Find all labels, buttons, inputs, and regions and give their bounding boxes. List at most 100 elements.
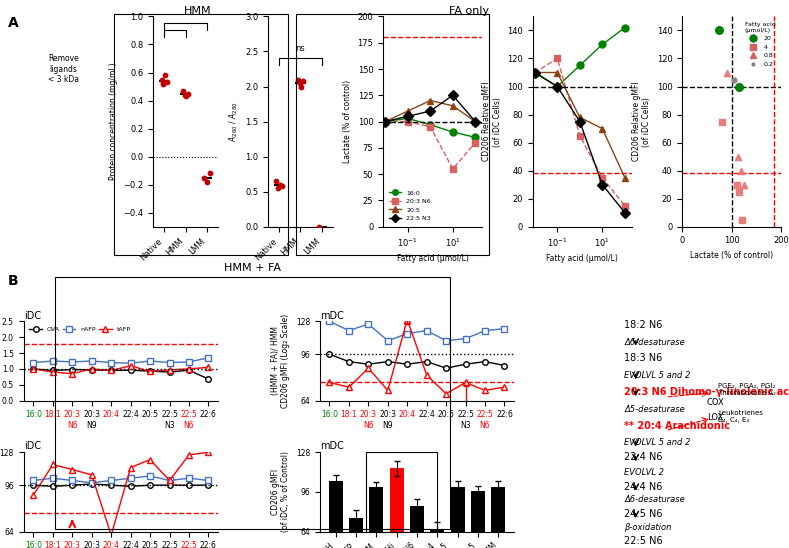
- Text: HMM: HMM: [183, 5, 211, 16]
- Text: Δ6-desaturase: Δ6-desaturase: [624, 338, 685, 346]
- Point: [159, 71, 171, 79]
- 20: [713, 26, 726, 35]
- Legend: 20, 4, 0.8, 0.2: 20, 4, 0.8, 0.2: [742, 20, 778, 70]
- Text: 18:3 N6: 18:3 N6: [624, 353, 662, 363]
- 22:5 N3: [380, 118, 390, 125]
- Bar: [349, 518, 363, 548]
- 0.8: [731, 152, 744, 161]
- Y-axis label: CD206 Relative gMFI
(of iDC Cells): CD206 Relative gMFI (of iDC Cells): [632, 82, 651, 161]
- Text: 20:3 N6 Dihomo-γ-linolenic acid: 20:3 N6 Dihomo-γ-linolenic acid: [624, 387, 789, 397]
- Text: 24:5 N6: 24:5 N6: [624, 509, 663, 519]
- Bar: [491, 487, 506, 548]
- Text: mDC: mDC: [320, 442, 344, 452]
- 16:0: [470, 134, 480, 141]
- Bar: [390, 469, 404, 548]
- Bar: [471, 490, 485, 548]
- Legend: OVA, nAFP, tAFP: OVA, nAFP, tAFP: [27, 324, 133, 335]
- Line: 20:3 N6: 20:3 N6: [382, 118, 479, 172]
- 20: [733, 82, 746, 91]
- Text: EVOLVL 5 and 2: EVOLVL 5 and 2: [624, 438, 690, 448]
- X-axis label: Fatty acid (μmol/L): Fatty acid (μmol/L): [546, 254, 618, 264]
- 22:5 N3: [470, 118, 480, 125]
- Point: [160, 78, 173, 87]
- Bar: [430, 530, 444, 548]
- Bar: [409, 505, 424, 548]
- 20:5: [380, 118, 390, 125]
- 20:5: [425, 97, 435, 104]
- Text: 22:5 N6: 22:5 N6: [624, 536, 663, 546]
- Text: B: B: [8, 274, 18, 288]
- 20:3 N6: [425, 123, 435, 130]
- 20:3 N6: [470, 139, 480, 146]
- Text: EVOLVL 5 and 2: EVOLVL 5 and 2: [624, 371, 690, 380]
- 20:3 N6: [403, 118, 413, 125]
- 0.8: [738, 180, 750, 189]
- 22:5 N3: [403, 113, 413, 119]
- X-axis label: Lactate (% of control): Lactate (% of control): [690, 251, 773, 260]
- Text: HMM + FA: HMM + FA: [224, 263, 281, 273]
- Text: FA only: FA only: [450, 5, 489, 16]
- 0.8: [720, 68, 733, 77]
- Text: Δ6-desaturase: Δ6-desaturase: [624, 495, 685, 504]
- Text: iDC: iDC: [24, 311, 41, 321]
- 20:5: [470, 118, 480, 125]
- Text: PGE₂, PGA₂, PGI₂
Thromboxane A₂: PGE₂, PGA₂, PGI₂ Thromboxane A₂: [718, 383, 776, 396]
- 20:3 N6: [380, 118, 390, 125]
- Text: 18:2 N6: 18:2 N6: [624, 319, 663, 330]
- Point: [157, 79, 170, 88]
- Point: [313, 222, 326, 231]
- Point: [155, 75, 168, 84]
- 20:5: [403, 108, 413, 115]
- 16:0: [380, 118, 390, 125]
- Text: 22:4 N6: 22:4 N6: [624, 452, 663, 462]
- Y-axis label: Lactate (% of control): Lactate (% of control): [343, 80, 352, 163]
- Point: [200, 178, 213, 186]
- 4: [735, 215, 748, 224]
- Point: [271, 184, 284, 192]
- Point: [204, 169, 216, 178]
- 16:0: [403, 115, 413, 122]
- Bar: [328, 481, 342, 548]
- Point: [198, 173, 211, 182]
- Text: ** 20:4 Arachidonic: ** 20:4 Arachidonic: [624, 421, 730, 431]
- 20:3 N6: [448, 165, 458, 172]
- Y-axis label: (HMM + FA)/ HMM
CD206 gMFI (Log₂ Scale): (HMM + FA)/ HMM CD206 gMFI (Log₂ Scale): [271, 314, 290, 408]
- Text: Δ5-desaturase: Δ5-desaturase: [624, 405, 685, 414]
- Point: [295, 82, 308, 91]
- 4: [716, 117, 728, 126]
- Point: [275, 181, 288, 190]
- Text: COX: COX: [707, 398, 724, 407]
- Bar: [451, 487, 465, 548]
- Line: 22:5 N3: 22:5 N3: [382, 92, 479, 125]
- Point: [297, 77, 309, 85]
- Text: β-oxidation: β-oxidation: [624, 523, 671, 532]
- 22:5 N3: [425, 108, 435, 115]
- Point: [270, 177, 282, 186]
- 0.2: [727, 75, 740, 84]
- Text: EVOLVL 2: EVOLVL 2: [624, 468, 664, 477]
- 4: [731, 180, 743, 189]
- 16:0: [425, 122, 435, 128]
- Point: [274, 180, 286, 189]
- Point: [294, 78, 306, 87]
- Text: 24:4 N6: 24:4 N6: [624, 482, 663, 492]
- Y-axis label: $A_{260}$ / $A_{280}$: $A_{260}$ / $A_{280}$: [227, 101, 240, 142]
- Y-axis label: CD206 Relative gMFI
(of iDC Cells): CD206 Relative gMFI (of iDC Cells): [482, 82, 502, 161]
- Text: iDC: iDC: [24, 442, 41, 452]
- Y-axis label: CD206 gMFI
(of iDC, % of Control): CD206 gMFI (of iDC, % of Control): [271, 452, 290, 533]
- Text: LOX: LOX: [707, 413, 723, 422]
- 0.8: [735, 166, 747, 175]
- Line: 20:5: 20:5: [382, 97, 479, 125]
- 20:5: [448, 102, 458, 109]
- Point: [177, 87, 189, 95]
- 22:5 N3: [448, 92, 458, 99]
- Point: [291, 75, 304, 84]
- Text: mDC: mDC: [320, 311, 344, 321]
- Text: Leukotrienes
B₄, C₄, E₄: Leukotrienes B₄, C₄, E₄: [718, 410, 763, 423]
- Point: [180, 92, 193, 101]
- Line: 16:0: 16:0: [382, 115, 479, 141]
- Text: Remove
ligands
< 3 kDa: Remove ligands < 3 kDa: [48, 54, 79, 84]
- Y-axis label: Protein concentration (mg/mL): Protein concentration (mg/mL): [109, 63, 118, 180]
- Bar: [369, 487, 383, 548]
- Legend: 16:0, 20:3 N6, 20:5, 22:5 N3: 16:0, 20:3 N6, 20:5, 22:5 N3: [386, 188, 433, 224]
